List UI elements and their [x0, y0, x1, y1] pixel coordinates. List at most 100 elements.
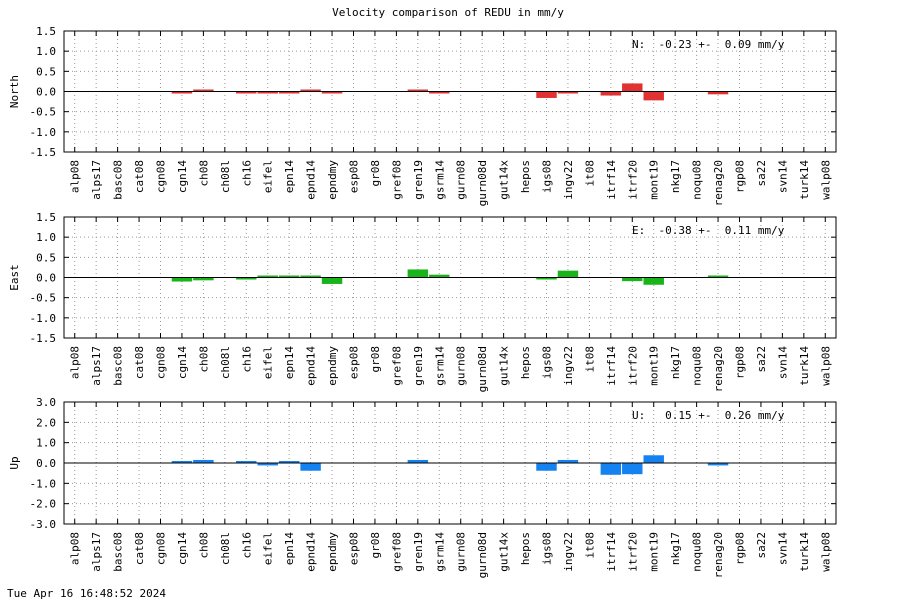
y-tick-label: -0.5 — [30, 106, 57, 119]
bar-renag20 — [707, 91, 729, 95]
x-tick-label: basc08 — [112, 532, 125, 572]
bar-epn14 — [278, 461, 300, 463]
y-tick-label: -0.5 — [30, 292, 57, 305]
x-tick-label: gr08 — [369, 160, 382, 187]
x-tick-label: eifel — [262, 532, 275, 565]
x-tick-label: ch08 — [197, 160, 210, 187]
x-tick-label: igs08 — [541, 532, 554, 565]
x-tick-label: epnd14 — [305, 160, 318, 200]
x-tick-label: basc08 — [112, 346, 125, 386]
x-tick-label: hepos — [519, 532, 532, 565]
bar-ch08 — [193, 89, 214, 92]
x-tick-label: alps17 — [90, 160, 103, 200]
x-tick-label: it08 — [583, 346, 596, 373]
x-tick-label: noqu08 — [691, 160, 704, 200]
bar-renag20 — [707, 463, 729, 466]
x-tick-label: esp08 — [348, 346, 361, 379]
y-tick-label: 0.0 — [36, 86, 56, 99]
bar-cgn14 — [171, 277, 193, 282]
x-tick-label: renag20 — [712, 160, 725, 206]
y-tick-label: 0.0 — [36, 272, 56, 285]
x-tick-label: itrf14 — [605, 532, 618, 572]
bar-itrf14 — [600, 91, 622, 96]
x-tick-label: gut14x — [498, 532, 511, 572]
x-tick-label: alps17 — [90, 532, 103, 572]
x-tick-label: gurn08 — [455, 532, 468, 572]
velocity-annotation: E: -0.38 +- 0.11 mm/y — [632, 224, 785, 237]
bar-eifel — [257, 275, 278, 278]
x-tick-label: svn14 — [776, 346, 789, 379]
y-tick-label: 0.5 — [36, 65, 56, 78]
bar-eifel — [257, 463, 278, 466]
x-tick-label: it08 — [583, 160, 596, 187]
bar-igs08 — [536, 277, 557, 280]
x-tick-label: turk14 — [798, 160, 811, 200]
y-tick-label: -1.0 — [30, 126, 57, 139]
y-tick-label: -1.5 — [30, 332, 57, 345]
x-tick-label: walp08 — [819, 346, 832, 386]
x-tick-label: gut14x — [498, 160, 511, 200]
bar-ingv22 — [557, 459, 579, 463]
x-tick-label: epndmy — [326, 532, 339, 572]
y-tick-label: -3.0 — [30, 518, 57, 531]
y-tick-label: 3.0 — [36, 396, 56, 409]
x-tick-label: gurn08 — [455, 346, 468, 386]
x-tick-label: turk14 — [798, 346, 811, 386]
x-tick-label: noqu08 — [691, 346, 704, 386]
y-tick-label: -2.0 — [30, 498, 57, 511]
panel-north: -1.5 -1.0 -0.5 0.0 0.5 1.0 1.5 alp08 alps17 basc0… — [8, 25, 837, 206]
y-tick-label: 0.5 — [36, 251, 56, 264]
bar-epndmy — [321, 277, 343, 284]
x-tick-label: esp08 — [348, 532, 361, 565]
x-tick-label: gr08 — [369, 532, 382, 559]
bar-epnd14 — [300, 89, 321, 92]
x-tick-label: ch08 — [197, 532, 210, 559]
x-tick-label: ch08l — [219, 532, 232, 565]
x-tick-label: gren19 — [412, 532, 425, 572]
bar-epnd14 — [300, 463, 321, 471]
x-tick-label: gref08 — [390, 160, 403, 200]
x-tick-label: gurn08 — [455, 160, 468, 200]
x-tick-label: hepos — [519, 346, 532, 379]
x-tick-label: gut14x — [498, 346, 511, 386]
x-tick-label: gsrm14 — [433, 532, 446, 572]
y-tick-label: -1.5 — [30, 146, 57, 159]
x-tick-label: sa22 — [755, 532, 768, 559]
x-tick-label: esp08 — [348, 160, 361, 193]
x-tick-label: rgp08 — [734, 532, 747, 565]
bar-epn14 — [278, 275, 300, 278]
velocity-annotation: U: 0.15 +- 0.26 mm/y — [632, 409, 785, 422]
bar-epn14 — [278, 91, 300, 94]
x-tick-label: cgn14 — [176, 532, 189, 565]
x-tick-label: renag20 — [712, 346, 725, 392]
bar-gren19 — [407, 459, 429, 463]
x-tick-label: gref08 — [390, 532, 403, 572]
bar-mont19 — [643, 277, 664, 285]
x-tick-label: eifel — [262, 346, 275, 379]
x-tick-label: eifel — [262, 160, 275, 193]
bar-itrf14 — [600, 463, 622, 475]
x-tick-label: ingv22 — [562, 532, 575, 572]
bar-ingv22 — [557, 91, 579, 94]
x-tick-label: ch08l — [219, 346, 232, 379]
bar-mont19 — [643, 455, 664, 463]
x-tick-label: nkg17 — [669, 160, 682, 193]
x-tick-label: ch16 — [240, 160, 253, 187]
plot-frame — [63, 401, 837, 525]
x-tick-label: gurn08d — [476, 532, 489, 578]
x-tick-label: renag20 — [712, 532, 725, 578]
x-tick-label: alps17 — [90, 346, 103, 386]
chart-title: Velocity comparison of REDU in mm/y — [332, 6, 564, 19]
x-tick-label: gren19 — [412, 346, 425, 386]
bar-ch16 — [236, 461, 257, 463]
x-tick-label: turk14 — [798, 532, 811, 572]
y-axis-label: East — [8, 264, 21, 291]
x-tick-label: epn14 — [283, 532, 296, 565]
bar-ch08 — [193, 277, 214, 281]
x-tick-label: epnd14 — [305, 532, 318, 572]
bar-gsrm14 — [429, 274, 450, 278]
bar-ch08 — [193, 459, 214, 463]
bar-renag20 — [707, 275, 729, 278]
x-tick-label: ch16 — [240, 532, 253, 559]
